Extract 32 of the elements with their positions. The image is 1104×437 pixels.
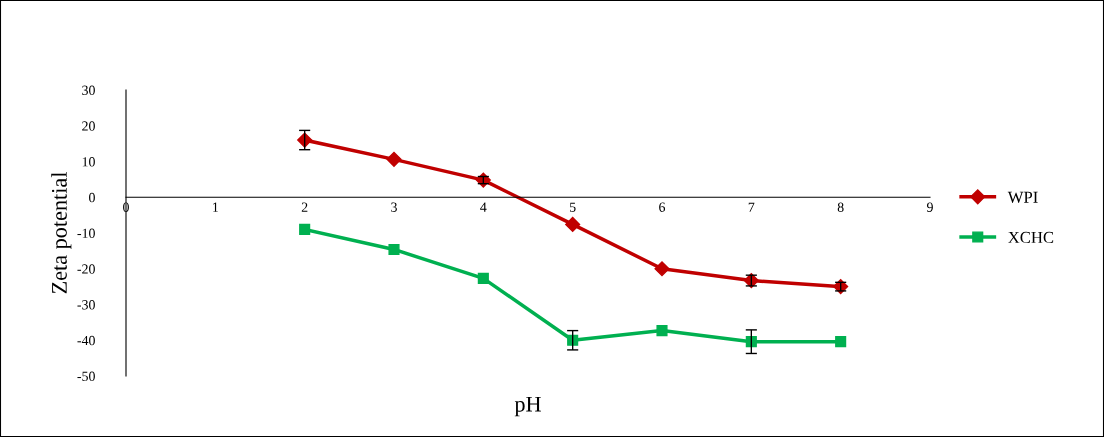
point xyxy=(299,223,311,235)
x-tick-label: 4 xyxy=(480,202,487,212)
y-tick-label: -40 xyxy=(77,335,95,346)
y-tick-label: -30 xyxy=(77,300,95,310)
point xyxy=(565,216,581,232)
legend-label: WPI xyxy=(1007,191,1038,203)
x-tick-label: 8 xyxy=(837,202,844,212)
point xyxy=(654,261,670,277)
x-axis-title: pH xyxy=(514,396,541,417)
point xyxy=(835,336,847,348)
point xyxy=(656,325,668,337)
x-tick-label: 5 xyxy=(570,202,576,212)
point xyxy=(386,151,402,167)
x-tick-label: 9 xyxy=(926,202,933,212)
x-tick-label: 6 xyxy=(659,202,666,212)
point xyxy=(388,243,400,256)
point xyxy=(477,272,489,284)
y-tick-label: -20 xyxy=(77,264,95,274)
y-tick-label: 10 xyxy=(82,157,95,167)
y-tick-label: 30 xyxy=(82,85,95,95)
y-tick-label: -50 xyxy=(77,371,95,381)
point xyxy=(745,336,757,348)
y-axis-title: Zeta potential xyxy=(51,172,72,294)
x-tick-label: 7 xyxy=(748,202,755,212)
x-tick-label: 1 xyxy=(213,202,218,212)
y-tick-label: 20 xyxy=(82,121,95,131)
y-tick-label: 0 xyxy=(89,192,95,203)
legend-label: XCHC xyxy=(1008,231,1054,244)
point xyxy=(567,334,579,346)
x-tick-label: 3 xyxy=(391,202,397,212)
y-tick-label: -10 xyxy=(77,228,95,238)
x-tick-label: 2 xyxy=(301,202,308,212)
